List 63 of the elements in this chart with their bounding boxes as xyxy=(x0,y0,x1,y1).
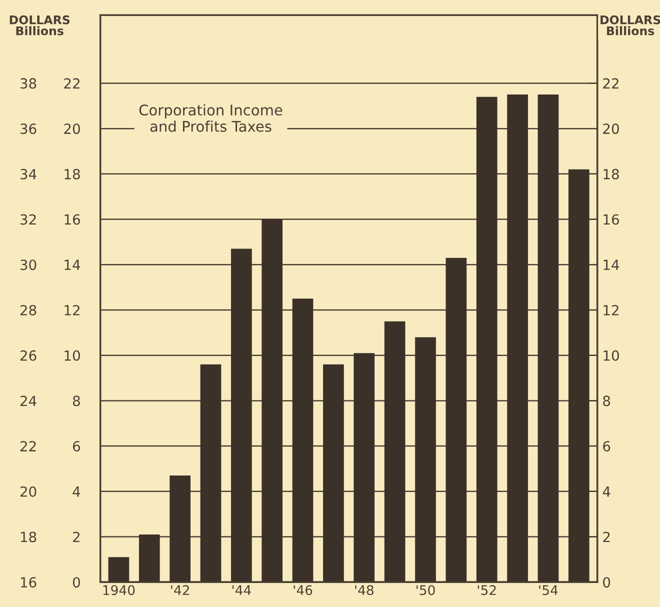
y-tick-label: 16 xyxy=(64,214,80,225)
bar xyxy=(476,96,498,582)
y2-tick-label: 14 xyxy=(604,260,620,270)
y3-tick-label: 20 xyxy=(20,486,36,497)
y3-tick-label: 26 xyxy=(20,350,36,361)
y3-tick-label: 36 xyxy=(20,124,36,134)
bar xyxy=(354,353,375,582)
y3-tick-label: 18 xyxy=(20,532,36,542)
y3-tick-label: 24 xyxy=(20,396,36,406)
y-tick-label: 12 xyxy=(64,304,80,316)
text: Corporation Income and Profits Taxes xyxy=(139,104,282,132)
bar xyxy=(262,219,283,582)
y-tick-label: 6 xyxy=(73,441,80,452)
y2-tick-label: 4 xyxy=(602,486,610,497)
y2-tick-label: 8 xyxy=(603,396,610,406)
x-tick-label: '44 xyxy=(232,585,251,595)
x-tick-label: '42 xyxy=(171,585,189,595)
x-tick-label: '54 xyxy=(539,585,558,596)
bar xyxy=(568,169,590,582)
y3-tick-label: 34 xyxy=(20,168,36,180)
y2-tick-label: 0 xyxy=(603,577,610,588)
y3-tick-label: 28 xyxy=(20,304,36,316)
bar xyxy=(323,364,344,582)
y-tick-label: 22 xyxy=(64,78,80,88)
x-tick-label: '48 xyxy=(355,585,374,596)
x-tick-label: 1940 xyxy=(103,585,135,596)
y-tick-label: 0 xyxy=(72,577,80,588)
y-tick-label: 20 xyxy=(64,124,80,134)
y2-axis-title: DOLLARS Billions xyxy=(600,15,660,36)
y2-tick-label: 6 xyxy=(603,441,610,452)
bar xyxy=(292,298,314,582)
y-tick-label: 10 xyxy=(64,350,80,361)
y-tick-label: 4 xyxy=(72,486,80,497)
y-axis-title: DOLLARS Billions xyxy=(10,15,70,36)
x-tick-label: '52 xyxy=(478,585,496,596)
y-tick-label: 14 xyxy=(64,260,80,270)
bar xyxy=(138,534,160,582)
y3-tick-label: 22 xyxy=(20,441,36,452)
bar xyxy=(200,364,222,582)
y2-tick-label: 10 xyxy=(604,350,619,361)
y-tick-label: 18 xyxy=(64,168,80,180)
bar xyxy=(170,476,191,582)
y2-tick-label: 2 xyxy=(603,532,610,542)
bar xyxy=(507,94,528,582)
y-tick-label: 8 xyxy=(72,396,80,406)
x-tick-label: '46 xyxy=(294,585,312,596)
y2-tick-label: 16 xyxy=(604,214,619,225)
y3-tick-label: 16 xyxy=(20,577,36,588)
bar xyxy=(538,94,559,582)
bar xyxy=(384,321,406,582)
y2-tick-label: 22 xyxy=(603,78,618,88)
y2-tick-label: 18 xyxy=(604,168,619,180)
y3-tick-label: 32 xyxy=(20,214,36,225)
bar xyxy=(231,248,252,582)
bar xyxy=(108,557,130,582)
y2-tick-label: 12 xyxy=(604,304,618,316)
y3-tick-label: 38 xyxy=(20,78,36,89)
x-tick-label: '50 xyxy=(416,585,435,596)
bar xyxy=(415,337,436,582)
y2-tick-label: 20 xyxy=(603,124,619,134)
bar xyxy=(446,258,467,582)
y3-tick-label: 30 xyxy=(20,260,36,270)
y-tick-label: 2 xyxy=(73,532,80,542)
